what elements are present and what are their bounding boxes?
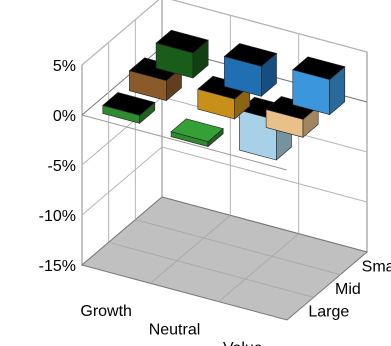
bar-growth-mid bbox=[128, 57, 183, 102]
z-category-label: Small bbox=[362, 258, 391, 275]
bar-top-face bbox=[223, 43, 278, 67]
bar-value-small bbox=[292, 56, 346, 116]
bar-top-face bbox=[102, 92, 156, 116]
chart-floor bbox=[80, 196, 369, 321]
floor-grid bbox=[218, 233, 299, 303]
floor-grid bbox=[150, 214, 231, 284]
bar-top-face bbox=[155, 29, 209, 54]
bar-neutral-large bbox=[170, 118, 224, 148]
chart-bars bbox=[102, 29, 346, 161]
bar-neutral-small bbox=[223, 43, 278, 97]
y-tick-label: -5% bbox=[48, 158, 76, 175]
bar-neutral-mid bbox=[197, 75, 251, 120]
chart-labels: 5% 0% -5% -10% -15% Growth Neutral Value SmallMi… bbox=[39, 58, 391, 346]
y-tick-label: 5% bbox=[53, 58, 76, 75]
y-tick-label: -10% bbox=[39, 208, 76, 225]
y-tick-label: 0% bbox=[53, 108, 76, 125]
bar-value-mid bbox=[265, 96, 319, 138]
x-category-label: Value bbox=[223, 340, 263, 346]
bar-growth-small bbox=[155, 29, 209, 79]
z-category-label: Mid bbox=[335, 281, 361, 298]
z-category-label: Large bbox=[308, 304, 349, 321]
x-category-label: Neutral bbox=[149, 322, 201, 339]
floor-grid bbox=[135, 219, 341, 276]
x-category-label: Growth bbox=[80, 303, 132, 320]
bar-growth-large bbox=[102, 92, 156, 124]
y-tick-label: -15% bbox=[39, 258, 76, 275]
floor-grid bbox=[108, 241, 314, 298]
bar-top-face bbox=[170, 118, 224, 142]
zero-line bbox=[81, 114, 288, 171]
bar-top-face bbox=[292, 56, 346, 80]
